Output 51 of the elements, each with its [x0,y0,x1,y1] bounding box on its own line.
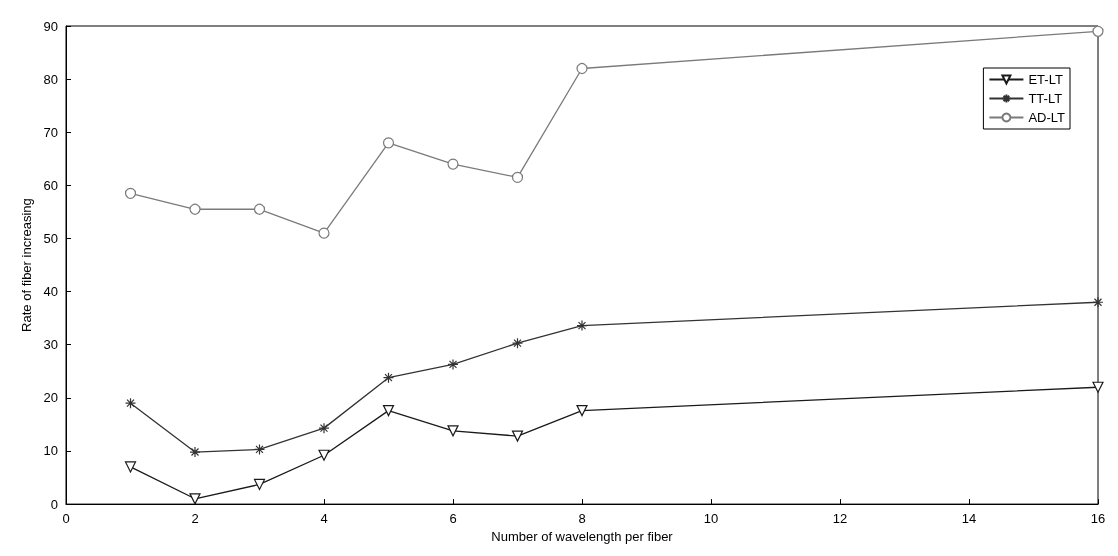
point [576,405,588,417]
y-tick-label: 50 [43,230,58,246]
legend-label: ET-LT [1028,72,1063,87]
point [253,203,266,215]
x-tick-label: 12 [832,511,848,527]
y-tick-label: 20 [43,390,58,406]
x-tick-label: 16 [1090,511,1106,527]
point [511,337,524,349]
point [447,358,459,370]
point [124,461,137,473]
point [511,430,524,442]
y-tick-label: 10 [43,443,58,459]
point [511,171,524,183]
point [382,137,395,149]
point [124,397,137,409]
point [253,443,266,455]
point [318,227,330,239]
point [447,425,459,437]
y-tick-label: 60 [43,177,58,193]
x-tick-label: 10 [703,511,719,527]
point [318,422,330,434]
point [1092,296,1104,308]
point [124,187,137,199]
point [189,446,201,458]
point [189,493,201,505]
y-tick-label: 90 [43,18,58,34]
x-axis-title: Number of wavelength per fiber [491,529,674,544]
y-tick-label: 30 [43,337,58,353]
x-tick-label: 14 [961,511,977,527]
point [382,372,395,384]
x-tick-label: 6 [449,511,457,527]
y-tick-label: 80 [43,71,58,87]
point [318,449,330,461]
point [576,320,588,332]
point [382,405,395,417]
x-tick-label: 2 [191,511,199,527]
legend-label: TT-LT [1028,91,1063,106]
point [1092,25,1104,37]
y-tick-label: 70 [43,124,58,140]
y-axis-title: Rate of fiber increasing [18,198,34,332]
point [189,203,201,215]
point [576,62,588,75]
point [1092,381,1104,393]
x-tick-label: 8 [578,511,586,527]
point [447,158,459,170]
legend-label: AD-LT [1028,110,1066,125]
x-tick-label: 0 [62,511,70,527]
x-tick-label: 4 [320,511,328,527]
point [253,478,266,491]
y-tick-label: 40 [43,284,58,300]
y-tick-label: 0 [50,496,58,512]
